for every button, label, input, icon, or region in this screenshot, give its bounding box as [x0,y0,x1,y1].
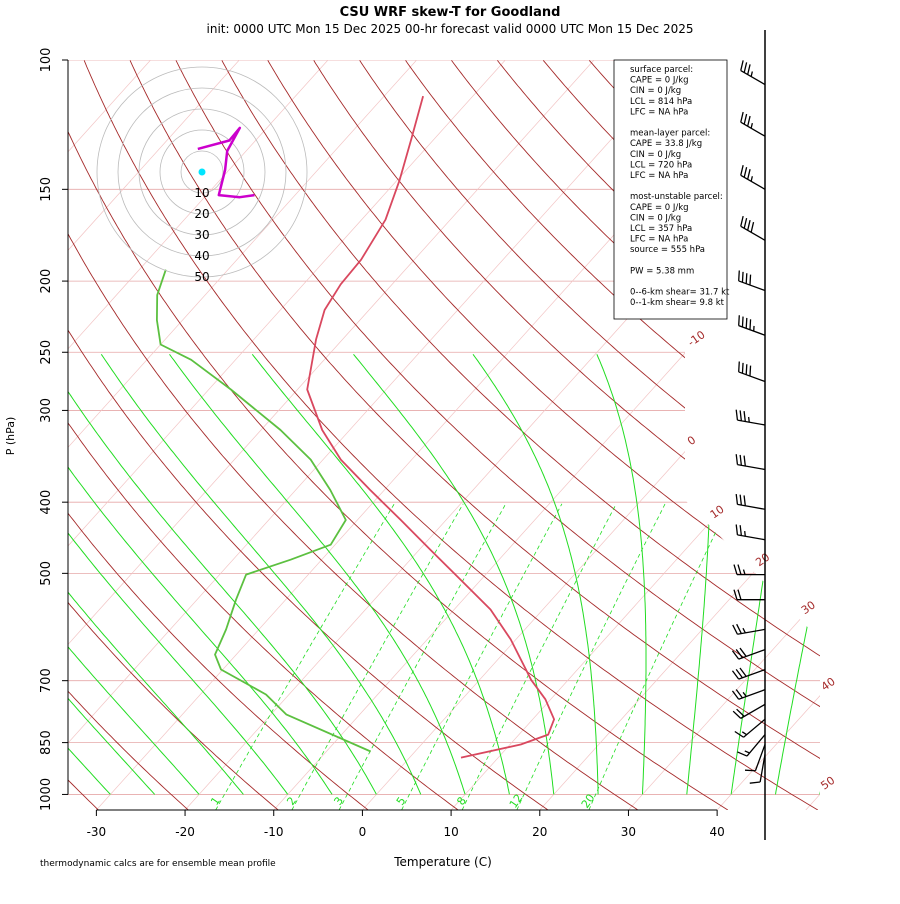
chart-subtitle: init: 0000 UTC Mon 15 Dec 2025 00-hr for… [207,22,694,36]
hodograph-ring-label: 50 [194,270,209,284]
chart-title: CSU WRF skew-T for Goodland [340,5,561,20]
x-tick-label: 0 [359,825,367,839]
info-line: LFC = NA hPa [630,171,688,181]
hodograph-origin [199,169,206,176]
x-tick-label: 30 [621,825,636,839]
info-line: LCL = 720 hPa [630,160,692,170]
info-line: CAPE = 0 J/kg [630,203,689,213]
info-line: LCL = 357 hPa [630,224,692,234]
info-line: LFC = NA hPa [630,235,688,245]
y-tick-label: 500 [39,561,54,586]
y-tick-label: 850 [39,730,54,755]
y-tick-label: 200 [39,269,54,294]
info-line: CIN = 0 J/kg [630,213,681,223]
x-axis-label: Temperature (C) [393,855,492,869]
info-line: LCL = 814 hPa [630,97,692,107]
y-tick-label: 250 [39,340,54,365]
info-line: 0--6-km shear= 31.7 kt [630,288,730,298]
y-tick-label: 1000 [39,778,54,811]
hodograph-ring-label: 10 [194,186,209,200]
y-tick-label: 100 [39,48,54,73]
info-line: 0--1-km shear= 9.8 kt [630,298,725,308]
hodograph-ring-label: 30 [194,228,209,242]
info-line: PW = 5.38 mm [630,266,694,276]
x-tick-label: -20 [175,825,195,839]
x-tick-label: -30 [87,825,107,839]
x-tick-label: 40 [709,825,724,839]
hodograph-ring-label: 40 [194,249,209,263]
info-line: most-unstable parcel: [630,192,723,202]
info-line: LFC = NA hPa [630,107,688,117]
y-tick-label: 150 [39,177,54,202]
info-line: surface parcel: [630,65,693,75]
x-tick-label: 10 [443,825,458,839]
footnote: thermodynamic calcs are for ensemble mea… [40,859,276,869]
info-line: CIN = 0 J/kg [630,150,681,160]
info-line: source = 555 hPa [630,245,705,255]
info-line: CAPE = 33.8 J/kg [630,139,702,149]
y-tick-label: 400 [39,490,54,515]
info-line: CIN = 0 J/kg [630,86,681,96]
x-tick-label: -10 [264,825,284,839]
info-line: CAPE = 0 J/kg [630,76,689,86]
y-tick-label: 300 [39,398,54,423]
y-tick-label: 700 [39,668,54,693]
hodograph-ring-label: 20 [194,207,209,221]
y-axis-label: P (hPa) [4,417,17,456]
info-line: mean-layer parcel: [630,129,710,139]
x-tick-label: 20 [532,825,547,839]
